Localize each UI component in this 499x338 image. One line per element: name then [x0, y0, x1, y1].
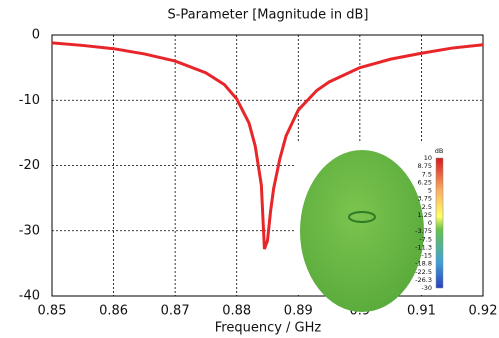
colorbar-title: dB — [435, 147, 444, 155]
x-tick-label: 0.85 — [38, 304, 67, 319]
colorbar-tick-label: 1.25 — [418, 211, 432, 219]
colorbar-tick-label: 0 — [428, 219, 432, 227]
colorbar-tick-label: -26.3 — [415, 276, 432, 284]
chart: S-Parameter [Magnitude in dB] Frequency … — [0, 0, 499, 338]
y-tick-label: -30 — [19, 223, 40, 238]
colorbar-tick-label: -3.75 — [415, 227, 432, 235]
x-axis-label: Frequency / GHz — [215, 321, 322, 336]
y-tick-label: -40 — [19, 289, 40, 304]
colorbar-tick-label: -30 — [421, 284, 432, 292]
y-tick-label: -20 — [19, 158, 40, 173]
y-tick-label: -10 — [19, 93, 40, 108]
colorbar — [436, 158, 443, 288]
colorbar-tick-label: 7.5 — [422, 170, 432, 178]
colorbar-tick-label: 10 — [424, 154, 432, 162]
colorbar-tick-label: -18.8 — [415, 260, 432, 268]
colorbar-tick-label: 3.75 — [418, 195, 432, 203]
colorbar-tick-label: -7.5 — [419, 235, 432, 243]
colorbar-tick-label: -15 — [421, 252, 432, 260]
x-tick-label: 0.91 — [407, 304, 436, 319]
chart-title: S-Parameter [Magnitude in dB] — [167, 8, 368, 23]
radiation-pattern — [300, 150, 424, 312]
colorbar-tick-label: 2.5 — [422, 203, 432, 211]
x-tick-label: 0.88 — [222, 304, 251, 319]
colorbar-tick-label: 6.25 — [418, 178, 432, 186]
y-tick-label: 0 — [32, 28, 40, 43]
colorbar-tick-label: 5 — [428, 187, 432, 195]
colorbar-tick-label: -11.3 — [415, 243, 432, 251]
colorbar-tick-label: -22.5 — [415, 268, 432, 276]
x-tick-label: 0.86 — [99, 304, 128, 319]
x-tick-label: 0.92 — [469, 304, 498, 319]
x-tick-label: 0.89 — [284, 304, 313, 319]
colorbar-tick-label: 8.75 — [418, 162, 432, 170]
x-tick-label: 0.87 — [161, 304, 190, 319]
